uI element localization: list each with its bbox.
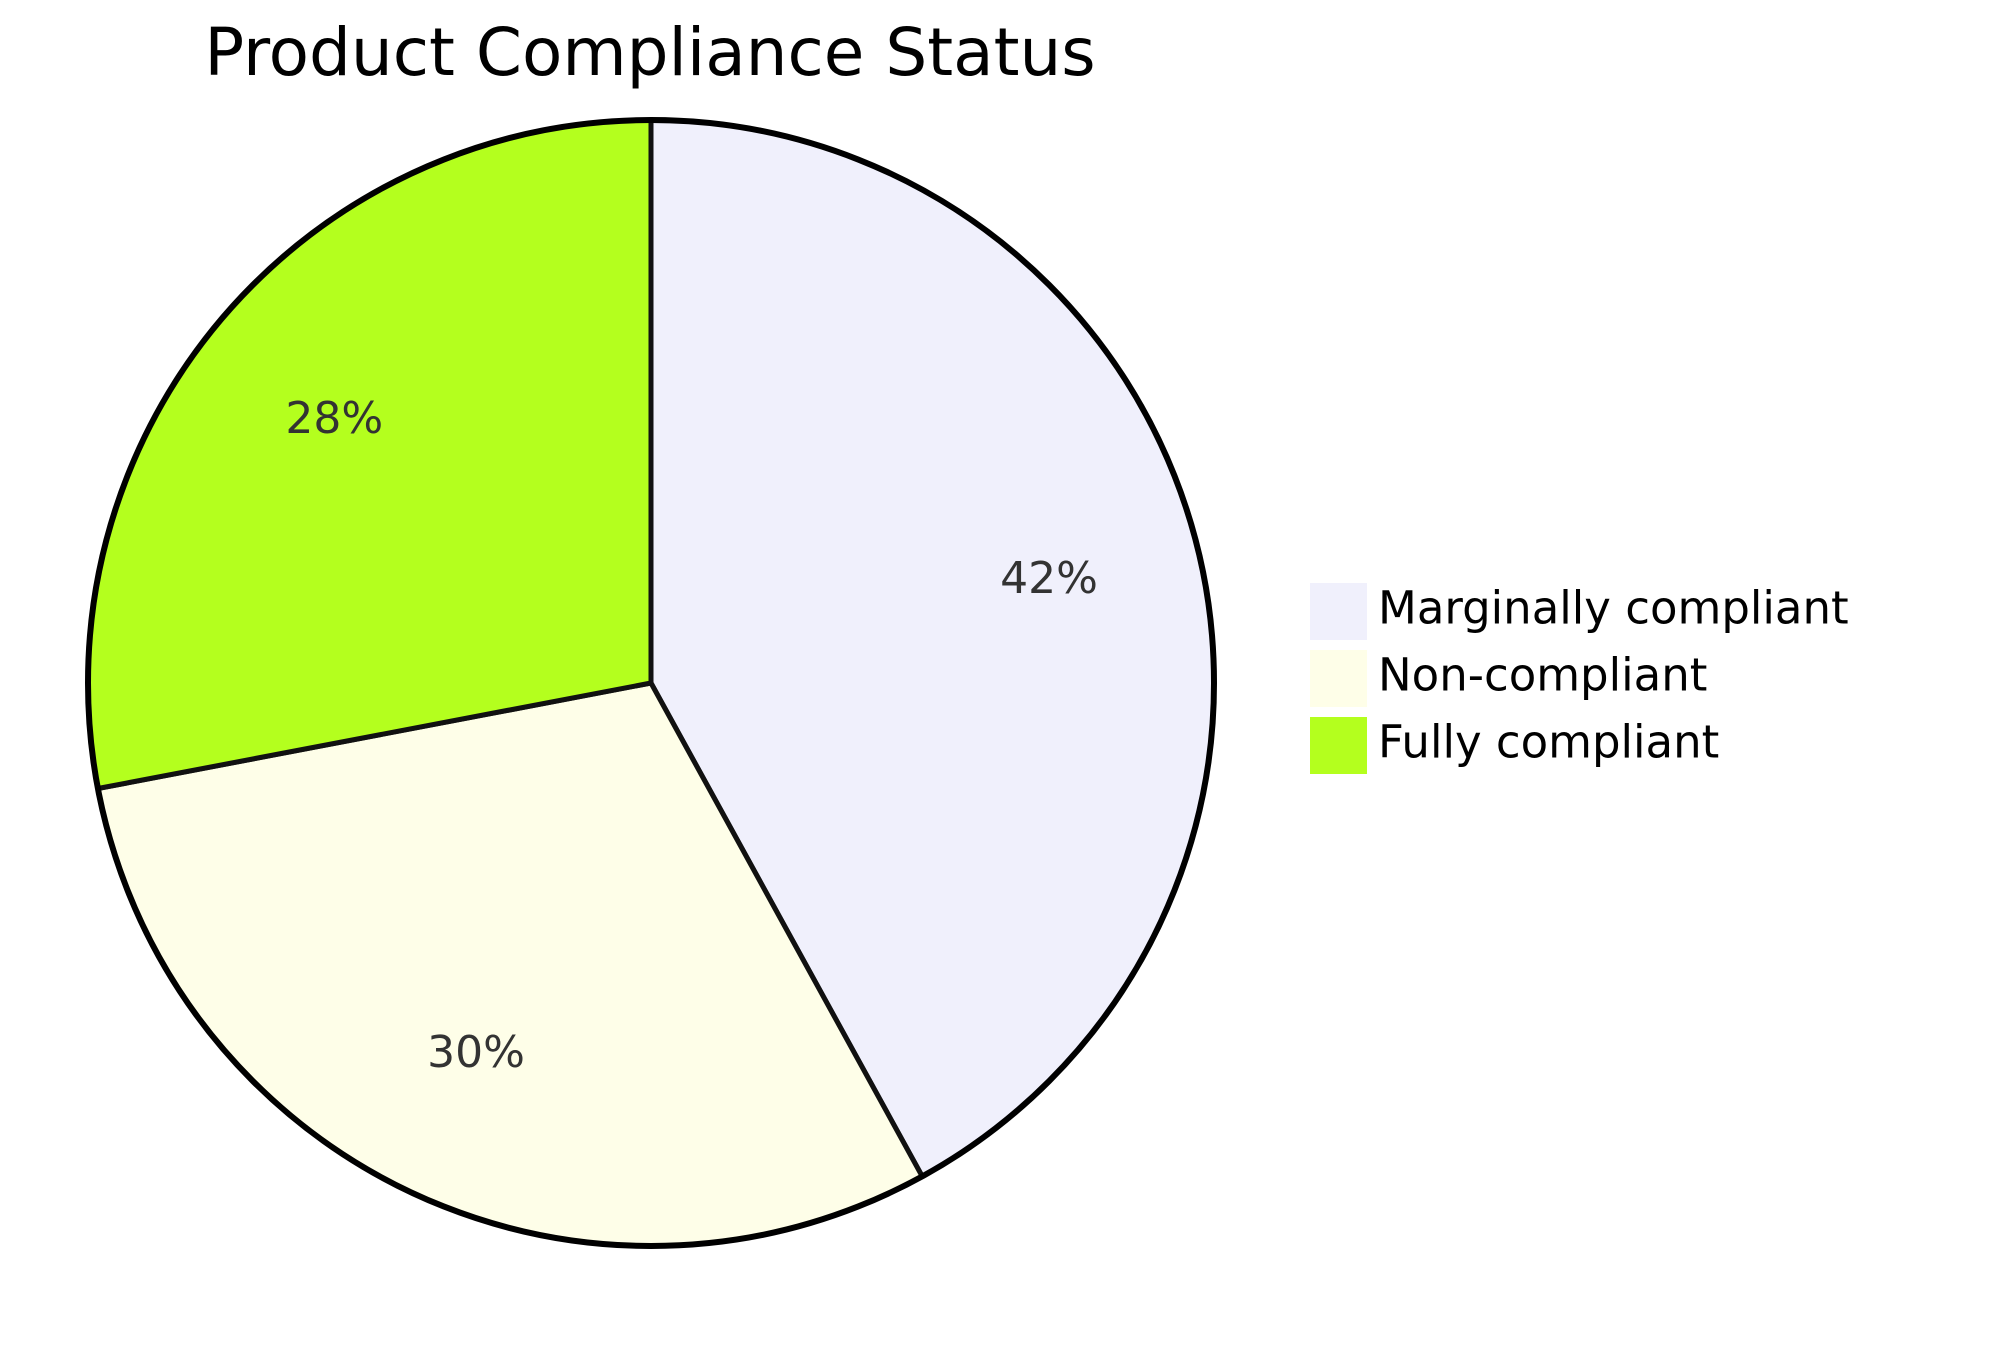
legend-swatch [1310, 583, 1367, 640]
pie-outline [85, 117, 1217, 1249]
legend-swatch [1310, 650, 1367, 707]
chart-title: Product Compliance Status [204, 14, 1095, 91]
legend-label: Non-compliant [1378, 649, 1707, 702]
pie-slices [85, 117, 1217, 1249]
legend-label: Marginally compliant [1378, 582, 1849, 635]
legend-swatch [1310, 717, 1367, 774]
slice-labels: 42% 30% 28% [285, 393, 1098, 1078]
slice-percent-label: 28% [285, 393, 383, 444]
slice-percent-label: 42% [1000, 553, 1098, 604]
legend: Marginally compliant Non-compliant Fully c… [1310, 582, 1849, 774]
slice-percent-label: 30% [427, 1027, 525, 1078]
legend-label: Fully compliant [1378, 716, 1719, 769]
pie-slice-fully-compliant [85, 117, 654, 792]
